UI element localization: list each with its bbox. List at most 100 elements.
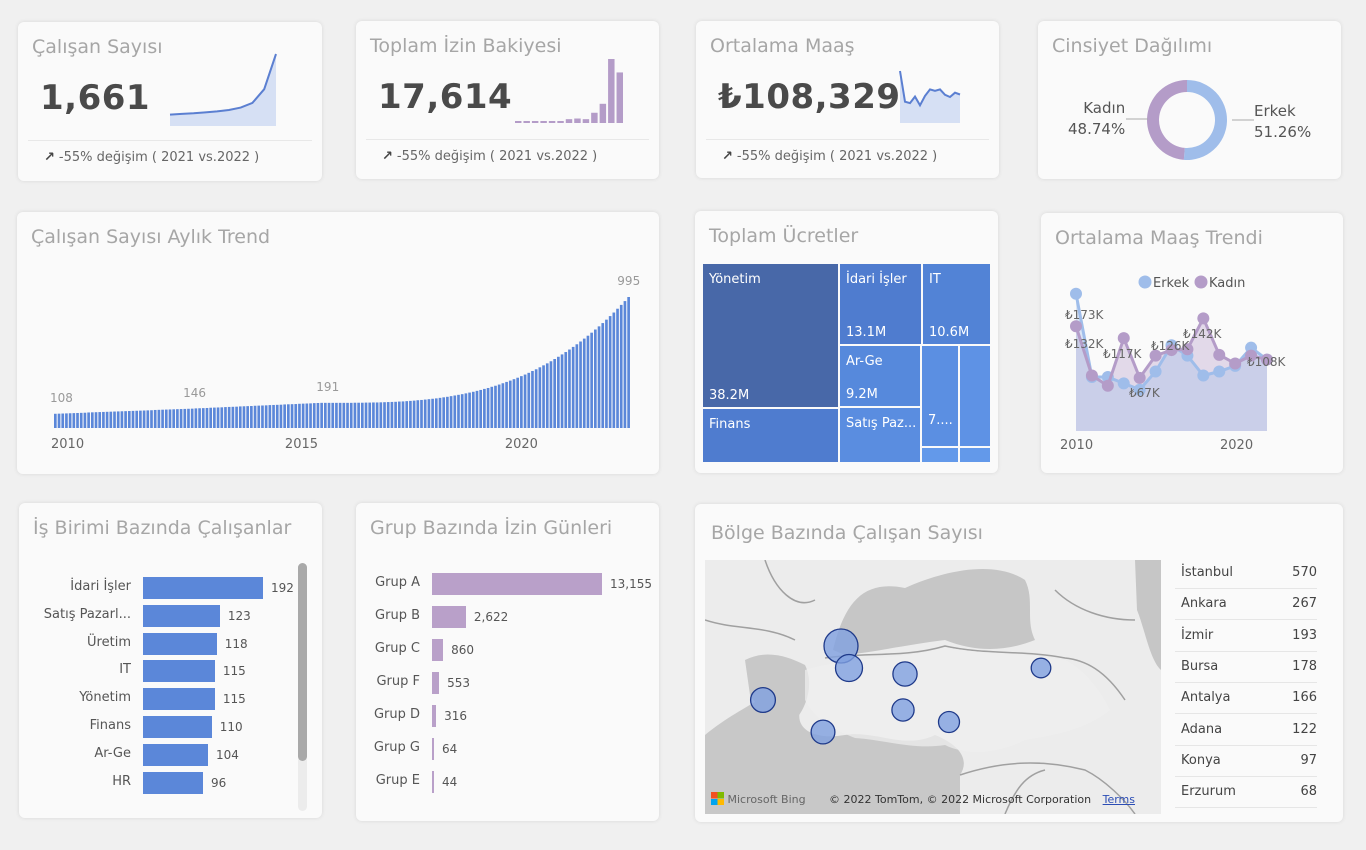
treemap-cell[interactable]: Satış Paz... — [840, 408, 920, 462]
sparkline-bar — [540, 121, 547, 123]
table-row[interactable]: Ankara 267 — [1175, 589, 1317, 621]
terms-link[interactable]: Terms — [1102, 793, 1135, 806]
trend-bar — [124, 411, 127, 428]
treemap-cell-name: İdari İşler — [846, 272, 907, 287]
table-row[interactable]: Bursa 178 — [1175, 652, 1317, 683]
bar-category-label: IT — [119, 662, 131, 678]
trend-bar — [105, 411, 109, 428]
bar-value-label: 96 — [211, 775, 227, 790]
trend-bar — [102, 411, 105, 428]
bar-row[interactable]: Satış Pazarl... 123 — [19, 604, 309, 627]
bar[interactable] — [143, 743, 208, 766]
bar[interactable] — [432, 672, 440, 694]
bar-row[interactable]: Yönetim 115 — [19, 688, 309, 711]
trend-bar — [227, 406, 231, 428]
bar[interactable] — [143, 688, 215, 711]
bar[interactable] — [432, 606, 466, 628]
bar-row[interactable]: Finans 110 — [19, 716, 309, 738]
city-name: Adana — [1181, 721, 1223, 737]
bar-row[interactable]: HR 96 — [19, 771, 309, 794]
trend-bar — [290, 404, 294, 428]
treemap-cell-value: 10.6M — [929, 325, 970, 340]
table-row[interactable]: Konya 97 — [1175, 746, 1317, 777]
bar-row[interactable]: Grup D 316 — [356, 705, 659, 727]
city-bubble — [1030, 657, 1052, 679]
table-row[interactable]: Adana 122 — [1175, 715, 1317, 746]
data-label: ₺132K — [1065, 337, 1105, 351]
bar[interactable] — [143, 632, 217, 655]
trend-bar — [538, 367, 542, 428]
trend-bar — [534, 369, 538, 428]
bar-row[interactable]: Grup A 13,155 — [356, 573, 659, 595]
point-erkek — [1149, 365, 1162, 378]
point-kadın — [1245, 349, 1258, 362]
bar-category-label: Grup A — [375, 575, 420, 590]
bar-row[interactable]: IT 115 — [19, 660, 309, 683]
trend-bar — [497, 384, 501, 428]
bar[interactable] — [432, 639, 444, 661]
city-value: 193 — [1292, 627, 1317, 643]
treemap-cell[interactable]: IT 10.6M — [923, 264, 990, 344]
trend-bar — [442, 397, 446, 428]
bar-value-label: 115 — [222, 664, 246, 679]
turkey-bubble-map[interactable]: Microsoft Bing © 2022 TomTom, © 2022 Mic… — [705, 560, 1161, 814]
total-wages-treemap: Yönetim 38.2M İdari İşler 13.1M IT 10.6M Ar-Ge… — [703, 264, 990, 462]
city-name: Konya — [1181, 752, 1221, 768]
trend-bar — [471, 391, 475, 428]
bar[interactable] — [432, 573, 602, 595]
bing-label: Microsoft Bing — [727, 793, 806, 806]
bar-row[interactable]: Üretim 118 — [19, 632, 309, 655]
bar-row[interactable]: Grup B 2,622 — [356, 606, 659, 628]
bar-category-label: Grup C — [374, 641, 420, 656]
treemap-cell[interactable] — [922, 448, 958, 462]
bar-row[interactable]: Ar-Ge 104 — [19, 743, 309, 766]
trend-bar — [198, 408, 201, 428]
treemap-cell[interactable]: Ar-Ge 9.2M — [840, 346, 920, 406]
kpi-change: ↗ -55% değişim ( 2021 vs.2022 ) — [44, 150, 259, 165]
bar-category-label: Finans — [89, 718, 131, 733]
bar[interactable] — [143, 771, 203, 794]
bar-row[interactable]: Grup G 64 — [356, 738, 659, 760]
trend-bar — [349, 402, 353, 428]
table-row[interactable]: Antalya 166 — [1175, 683, 1317, 715]
card-title: İş Birimi Bazında Çalışanlar — [33, 517, 292, 539]
bar-row[interactable]: Grup E 44 — [356, 771, 659, 793]
treemap-cell-name: IT — [929, 272, 941, 287]
bar[interactable] — [143, 577, 263, 599]
kpi-title: Toplam İzin Bakiyesi — [370, 35, 562, 57]
treemap-cell[interactable]: Yönetim 38.2M — [703, 264, 838, 407]
trend-bar — [353, 402, 357, 428]
bar[interactable] — [432, 738, 434, 760]
trend-bar — [423, 399, 427, 428]
bar[interactable] — [432, 771, 434, 793]
city-bubble — [810, 719, 836, 745]
bar-row[interactable]: Grup C 860 — [356, 639, 659, 661]
bar-row[interactable]: Grup F 553 — [356, 672, 659, 694]
bar[interactable] — [143, 604, 220, 627]
treemap-cell[interactable] — [960, 448, 990, 462]
treemap-cell[interactable]: Finans — [703, 409, 838, 462]
card-title: Çalışan Sayısı Aylık Trend — [31, 226, 271, 248]
treemap-cell[interactable]: 7.... — [922, 346, 958, 446]
trend-bar — [65, 413, 68, 428]
map-bubbles — [749, 628, 1052, 745]
legend-marker-kadın — [1194, 275, 1208, 289]
trend-bar — [283, 404, 286, 428]
treemap-cell[interactable]: İdari İşler 13.1M — [840, 264, 921, 344]
bar[interactable] — [432, 705, 437, 727]
trend-bar — [582, 338, 586, 428]
bar-row[interactable]: İdari İşler 192 — [19, 577, 309, 599]
bar[interactable] — [143, 660, 215, 683]
divider — [366, 139, 649, 140]
bar[interactable] — [143, 716, 212, 738]
table-row[interactable]: İzmir 193 — [1175, 621, 1317, 652]
treemap-cell[interactable] — [960, 346, 990, 446]
trend-bar — [316, 402, 320, 428]
city-value: 570 — [1292, 565, 1317, 580]
scrollbar-track[interactable] — [298, 563, 307, 811]
scrollbar-thumb[interactable] — [298, 563, 307, 761]
divider — [28, 140, 312, 141]
trend-bar — [209, 407, 213, 428]
table-row[interactable]: Erzurum 68 — [1175, 777, 1317, 809]
table-row[interactable]: İstanbul 570 — [1175, 558, 1317, 589]
